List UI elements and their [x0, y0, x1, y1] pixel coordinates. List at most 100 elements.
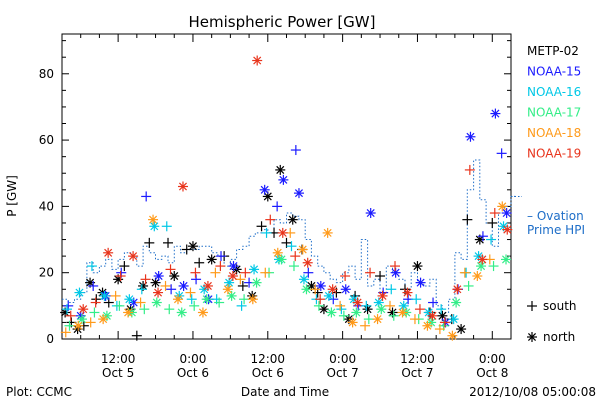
noaa-17-north-point: [351, 307, 362, 318]
noaa-18-south-point: [60, 327, 71, 338]
noaa-19-south-point: [340, 271, 351, 282]
x-tick-date-label: Oct 7: [327, 366, 359, 380]
metp-02-south-point: [375, 271, 386, 282]
metp-02-south-point: [131, 330, 142, 341]
noaa-15-north-point: [315, 280, 326, 291]
noaa-17-south-point: [214, 297, 225, 308]
noaa-16-north-point: [249, 264, 260, 275]
noaa-16-south-point: [186, 294, 197, 305]
noaa-19-north-point: [327, 284, 338, 295]
legend-noaa-16: NOAA-16: [527, 85, 581, 99]
x-tick-date-label: Oct 8: [476, 366, 508, 380]
noaa-15-north-point: [340, 284, 351, 295]
noaa-18-north-point: [472, 271, 483, 282]
noaa-16-north-point: [124, 294, 135, 305]
footer-timestamp: 2012/10/08 05:00:08: [469, 385, 596, 399]
x-tick-date-label: Oct 6: [252, 366, 284, 380]
noaa-18-south-point: [85, 317, 96, 328]
legend-noaa-18: NOAA-18: [527, 126, 581, 140]
noaa-15-north-point: [259, 184, 270, 195]
metp-02-south-point: [256, 221, 267, 232]
noaa-16-south-point: [236, 300, 247, 311]
noaa-17-south-point: [288, 261, 299, 272]
x-tick-date-label: Oct 7: [401, 366, 433, 380]
noaa-19-south-point: [439, 317, 450, 328]
noaa-17-south-point: [64, 320, 75, 331]
metp-02-north-point: [169, 271, 180, 282]
metp-02-south-point: [487, 217, 498, 228]
noaa-16-south-point: [286, 241, 297, 252]
noaa-19-north-point: [427, 310, 438, 321]
metp-02-north-point: [318, 304, 329, 315]
y-tick-label: 80: [39, 67, 54, 81]
noaa-16-north-point: [99, 290, 110, 301]
noaa-18-north-point: [123, 307, 134, 318]
noaa-18-north-point: [397, 307, 408, 318]
ovation-hpi-step-line: [62, 159, 518, 313]
noaa-18-south-point: [110, 290, 121, 301]
noaa-18-south-point: [210, 267, 221, 278]
footer-source: Plot: CCMC: [6, 385, 72, 399]
ovation-step-layer: [62, 159, 522, 313]
noaa-19-south-point: [489, 208, 500, 219]
noaa-19-south-point: [90, 297, 101, 308]
noaa-18-north-point: [172, 294, 183, 305]
y-tick-label: 20: [39, 266, 54, 280]
noaa-18-north-point: [447, 330, 458, 341]
noaa-15-south-point: [290, 145, 301, 156]
noaa-15-north-point: [501, 208, 512, 219]
noaa-17-south-point: [338, 310, 349, 321]
noaa-16-south-point: [61, 304, 72, 315]
noaa-18-north-point: [372, 314, 383, 325]
noaa-19-north-point: [103, 247, 114, 258]
noaa-18-south-point: [409, 314, 420, 325]
noaa-19-south-point: [315, 294, 326, 305]
legend-noaa-19: NOAA-19: [527, 147, 581, 161]
noaa-18-south-point: [335, 300, 346, 311]
noaa-15-north-point: [390, 267, 401, 278]
noaa-16-north-point: [149, 221, 160, 232]
noaa-19-south-point: [414, 304, 425, 315]
noaa-17-north-point: [376, 304, 387, 315]
noaa-17-north-point: [451, 297, 462, 308]
noaa-19-north-point: [78, 304, 89, 315]
noaa-18-south-point: [135, 297, 146, 308]
noaa-17-south-point: [164, 304, 175, 315]
plot-frame: [61, 33, 512, 340]
noaa-19-south-point: [140, 274, 151, 285]
x-tick-time-label: 0:00: [479, 352, 506, 366]
noaa-17-south-point: [189, 300, 200, 311]
noaa-19-south-point: [390, 261, 401, 272]
noaa-17-south-point: [139, 304, 150, 315]
noaa-18-north-point: [197, 307, 208, 318]
noaa-19-south-point: [165, 264, 176, 275]
metp-02-north-point: [187, 241, 198, 252]
ovation-legend-line-2: Prime HPI: [527, 223, 585, 237]
noaa-18-south-point: [185, 287, 196, 298]
noaa-18-north-point: [297, 244, 308, 255]
noaa-15-south-point: [303, 267, 314, 278]
noaa-15-south-point: [428, 297, 439, 308]
noaa-19-north-point: [352, 297, 363, 308]
noaa-19-north-point: [502, 224, 513, 235]
noaa-16-south-point: [436, 304, 447, 315]
noaa-16-south-point: [261, 227, 272, 238]
noaa-19-north-point: [277, 227, 288, 238]
noaa-15-north-point: [365, 208, 376, 219]
metp-02-north-point: [456, 324, 467, 335]
noaa-15-north-point: [293, 188, 304, 199]
noaa-17-north-point: [251, 277, 262, 288]
legend: METP-02 NOAA-15 NOAA-16 NOAA-17 NOAA-18 NOAA-…: [527, 44, 581, 342]
metp-02-south-point: [119, 261, 130, 272]
noaa-17-south-point: [488, 261, 499, 272]
x-tick-time-label: 12:00: [400, 352, 435, 366]
y-tick-label: 0: [46, 332, 54, 346]
noaa-15-north-point: [228, 261, 239, 272]
metp-02-north-point: [206, 254, 217, 265]
chart-title: Hemispheric Power [GW]: [189, 13, 376, 31]
noaa-16-south-point: [86, 261, 97, 272]
y-tick-label: 40: [39, 199, 54, 213]
noaa-16-north-point: [298, 274, 309, 285]
noaa-19-north-point: [377, 290, 388, 301]
